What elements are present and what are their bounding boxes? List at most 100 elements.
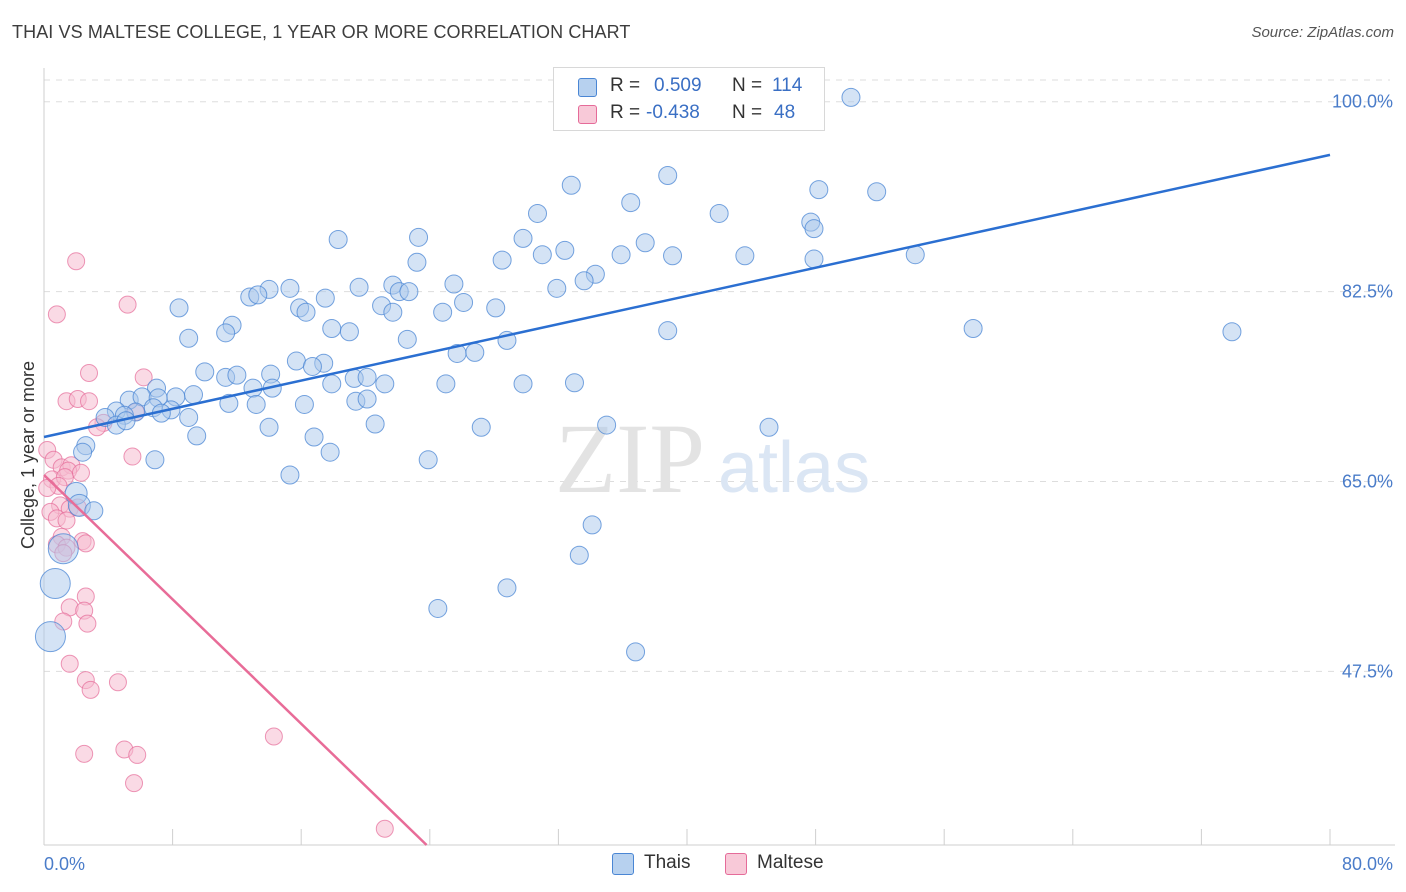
thais-point	[735, 246, 755, 266]
thais-point	[47, 533, 79, 565]
thais-point	[246, 394, 266, 414]
thais-point	[804, 219, 824, 239]
thais-point	[322, 374, 342, 394]
maltese-point	[38, 479, 57, 497]
legend-n-label: N =	[732, 75, 763, 96]
thais-point	[809, 180, 829, 200]
maltese-point	[128, 745, 147, 764]
thais-point	[658, 321, 678, 341]
thais-point	[302, 356, 322, 376]
thais-point	[365, 414, 385, 434]
thais-legend-label: Thais	[644, 852, 691, 873]
thais-point	[436, 374, 456, 394]
thais-point	[841, 87, 861, 107]
thais-point	[39, 567, 71, 599]
thais-point	[243, 378, 263, 398]
legend-row-maltese: R = -0.438 N = 48	[554, 101, 824, 127]
maltese-point	[118, 295, 137, 314]
thais-point	[626, 642, 646, 662]
thais-point	[621, 193, 641, 213]
maltese-point	[375, 819, 394, 838]
y-tick-label: 100.0%	[1332, 92, 1393, 112]
thais-point	[471, 417, 491, 437]
thais-point	[433, 302, 453, 322]
legend-r-value: -0.438	[646, 102, 700, 123]
thais-point	[397, 329, 417, 349]
thais-point	[296, 302, 316, 322]
thais-point	[663, 246, 683, 266]
thais-point	[357, 389, 377, 409]
thais-trend-line	[43, 153, 1331, 439]
thais-point	[179, 328, 199, 348]
thais-point	[963, 318, 983, 338]
thais-point	[169, 298, 189, 318]
thais-point	[574, 271, 594, 291]
maltese-point	[125, 774, 144, 793]
thais-point	[409, 227, 429, 247]
thais-point	[569, 545, 589, 565]
maltese-point	[57, 511, 76, 530]
maltese-point	[78, 614, 97, 633]
thais-point	[454, 292, 474, 312]
legend-row-thais: R = 0.509 N = 114	[554, 74, 824, 100]
thais-point	[399, 282, 419, 302]
maltese-point	[71, 463, 90, 482]
thais-point	[486, 298, 506, 318]
thais-point	[492, 250, 512, 270]
maltese-legend-label: Maltese	[757, 852, 824, 873]
thais-point	[280, 465, 300, 485]
thais-point	[759, 417, 779, 437]
thais-point	[227, 365, 247, 385]
maltese-point	[80, 392, 99, 411]
thais-point	[513, 374, 533, 394]
maltese-trend-line	[43, 474, 428, 846]
maltese-point	[76, 534, 95, 553]
maltese-point	[80, 363, 99, 382]
thais-point	[547, 278, 567, 298]
x-tick-label: 0.0%	[44, 854, 85, 874]
thais-point	[322, 318, 342, 338]
thais-point	[328, 230, 348, 250]
thais-point	[418, 450, 438, 470]
maltese-point	[81, 680, 100, 699]
maltese-point	[264, 727, 283, 746]
thais-point	[179, 407, 199, 427]
thais-point	[187, 426, 207, 446]
maltese-point	[108, 673, 127, 692]
maltese-point	[67, 252, 86, 271]
thais-point	[561, 175, 581, 195]
thais-point	[597, 415, 617, 435]
thais-point	[304, 427, 324, 447]
thais-point	[145, 450, 165, 470]
thais-point	[513, 228, 533, 248]
x-tick-label: 80.0%	[1342, 854, 1393, 874]
trend-layer	[43, 153, 1331, 846]
watermark-zip: ZIP	[555, 403, 705, 514]
legend-n-value: 48	[774, 102, 796, 123]
thais-point	[375, 374, 395, 394]
maltese-point	[47, 305, 66, 324]
thais-point	[84, 501, 104, 521]
maltese-swatch	[578, 105, 597, 124]
thais-point	[349, 277, 369, 297]
thais-swatch	[578, 78, 597, 97]
legend-n-value: 114	[772, 75, 803, 96]
thais-point	[428, 598, 448, 618]
thais-point	[611, 245, 631, 265]
maltese-points	[38, 252, 394, 838]
thais-point	[294, 394, 314, 414]
thais-legend-swatch	[612, 853, 634, 875]
source-credit: Source: ZipAtlas.com	[1251, 24, 1394, 41]
watermark-atlas: atlas	[718, 428, 870, 508]
thais-point	[635, 233, 655, 253]
y-tick-label: 82.5%	[1342, 282, 1393, 302]
thais-points	[34, 87, 1242, 662]
thais-point	[280, 278, 300, 298]
y-tick-label: 65.0%	[1342, 471, 1393, 491]
thais-point	[339, 322, 359, 342]
y-tick-label: 47.5%	[1342, 661, 1393, 681]
thais-point	[320, 442, 340, 462]
maltese-point	[123, 447, 142, 466]
thais-point	[497, 578, 517, 598]
